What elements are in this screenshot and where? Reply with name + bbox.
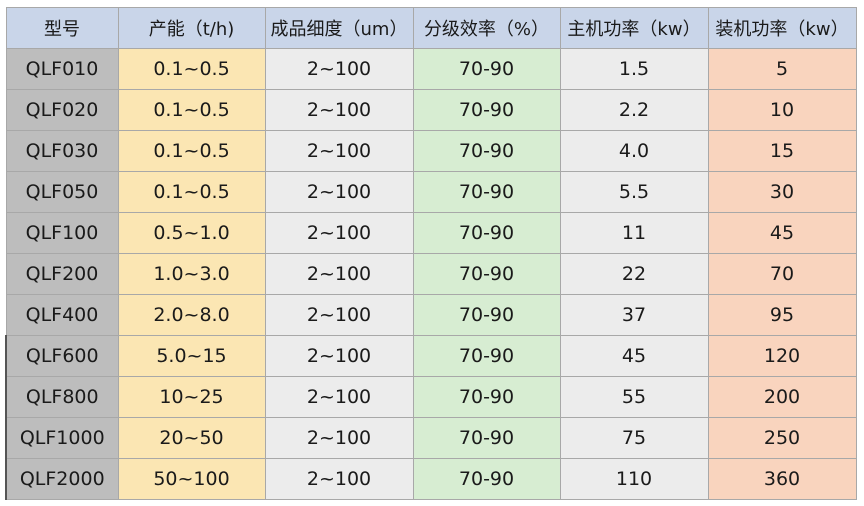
table-row: QLF2000 50~100 2~100 70-90 110 360 [5,458,857,500]
cell-capacity: 50~100 [117,458,266,500]
cell-model: QLF100 [5,212,119,254]
cell-main-power: 37 [559,294,709,336]
header-capacity: 产能（t/h) [117,7,266,49]
header-model: 型号 [5,7,119,49]
header-main-power: 主机功率（kw） [559,7,709,49]
cell-main-power: 45 [559,335,709,377]
table-row: QLF600 5.0~15 2~100 70-90 45 120 [5,335,857,377]
table-body: QLF010 0.1~0.5 2~100 70-90 1.5 5 QLF020 0.1~0.5… [5,48,857,500]
header-fineness: 成品细度（um） [264,7,414,49]
cell-fineness: 2~100 [264,130,414,172]
cell-installed-power: 45 [707,212,857,254]
cell-installed-power: 70 [707,253,857,295]
cell-model: QLF1000 [5,417,119,459]
cell-model: QLF400 [5,294,119,336]
cell-efficiency: 70-90 [412,130,561,172]
cell-fineness: 2~100 [264,212,414,254]
cell-fineness: 2~100 [264,458,414,500]
spec-table: 型号 产能（t/h) 成品细度（um） 分级效率（%） 主机功率（kw） 装机功率（kw）… [5,7,857,500]
cell-efficiency: 70-90 [412,376,561,418]
cell-fineness: 2~100 [264,294,414,336]
cell-main-power: 55 [559,376,709,418]
cell-main-power: 75 [559,417,709,459]
cell-fineness: 2~100 [264,48,414,90]
cell-fineness: 2~100 [264,335,414,377]
header-efficiency: 分级效率（%） [412,7,561,49]
cell-installed-power: 10 [707,89,857,131]
table-row: QLF050 0.1~0.5 2~100 70-90 5.5 30 [5,171,857,213]
table-row: QLF200 1.0~3.0 2~100 70-90 22 70 [5,253,857,295]
cell-capacity: 5.0~15 [117,335,266,377]
table-row: QLF100 0.5~1.0 2~100 70-90 11 45 [5,212,857,254]
cell-capacity: 0.1~0.5 [117,171,266,213]
cell-main-power: 5.5 [559,171,709,213]
cell-efficiency: 70-90 [412,458,561,500]
cell-installed-power: 30 [707,171,857,213]
cell-fineness: 2~100 [264,89,414,131]
cell-main-power: 22 [559,253,709,295]
table-row: QLF020 0.1~0.5 2~100 70-90 2.2 10 [5,89,857,131]
cell-model: QLF050 [5,171,119,213]
cell-installed-power: 200 [707,376,857,418]
cell-capacity: 0.5~1.0 [117,212,266,254]
cell-efficiency: 70-90 [412,253,561,295]
cell-installed-power: 95 [707,294,857,336]
cell-installed-power: 360 [707,458,857,500]
cell-fineness: 2~100 [264,253,414,295]
cell-main-power: 11 [559,212,709,254]
cell-fineness: 2~100 [264,376,414,418]
table-row: QLF800 10~25 2~100 70-90 55 200 [5,376,857,418]
cell-capacity: 0.1~0.5 [117,48,266,90]
cell-main-power: 110 [559,458,709,500]
table-row: QLF1000 20~50 2~100 70-90 75 250 [5,417,857,459]
header-installed-power: 装机功率（kw） [707,7,857,49]
cell-main-power: 1.5 [559,48,709,90]
cell-capacity: 0.1~0.5 [117,130,266,172]
cell-fineness: 2~100 [264,417,414,459]
cell-main-power: 2.2 [559,89,709,131]
cell-efficiency: 70-90 [412,335,561,377]
table-row: QLF010 0.1~0.5 2~100 70-90 1.5 5 [5,48,857,90]
cell-model: QLF2000 [5,458,119,500]
cell-capacity: 10~25 [117,376,266,418]
cell-installed-power: 5 [707,48,857,90]
cell-capacity: 2.0~8.0 [117,294,266,336]
table-row: QLF400 2.0~8.0 2~100 70-90 37 95 [5,294,857,336]
cell-model: QLF030 [5,130,119,172]
cell-capacity: 20~50 [117,417,266,459]
cell-model: QLF010 [5,48,119,90]
cell-installed-power: 250 [707,417,857,459]
cell-capacity: 0.1~0.5 [117,89,266,131]
cell-capacity: 1.0~3.0 [117,253,266,295]
cell-installed-power: 120 [707,335,857,377]
cell-main-power: 4.0 [559,130,709,172]
cell-model: QLF200 [5,253,119,295]
cell-model: QLF800 [5,376,119,418]
cell-efficiency: 70-90 [412,89,561,131]
header-row: 型号 产能（t/h) 成品细度（um） 分级效率（%） 主机功率（kw） 装机功率（kw） [5,7,857,49]
cell-fineness: 2~100 [264,171,414,213]
cell-efficiency: 70-90 [412,294,561,336]
cell-efficiency: 70-90 [412,417,561,459]
cell-efficiency: 70-90 [412,48,561,90]
cell-installed-power: 15 [707,130,857,172]
cell-efficiency: 70-90 [412,171,561,213]
cell-model: QLF600 [5,335,119,377]
table-row: QLF030 0.1~0.5 2~100 70-90 4.0 15 [5,130,857,172]
cell-model: QLF020 [5,89,119,131]
cell-efficiency: 70-90 [412,212,561,254]
